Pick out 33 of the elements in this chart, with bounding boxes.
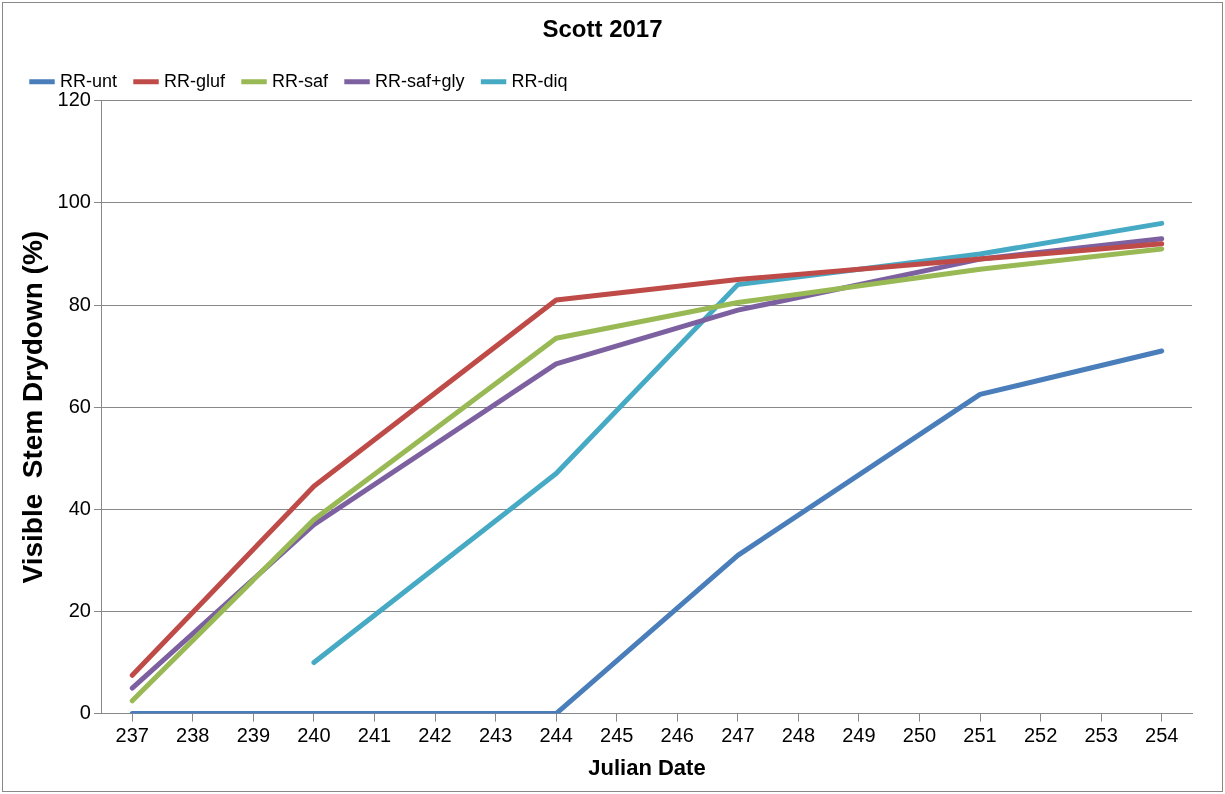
y-tick-label: 0 [79,701,91,724]
x-tick-label: 244 [539,724,573,747]
x-tick-label: 251 [963,724,997,747]
x-tick-label: 239 [236,724,271,747]
legend-label: RR-saf+gly [375,70,465,91]
y-tick-label: 60 [68,394,91,417]
x-tick-label: 247 [721,724,755,747]
x-axis-title: Julian Date [588,754,706,780]
legend-label: RR-gluf [164,70,227,91]
x-tick-label: 245 [600,724,634,747]
x-tick-label: 252 [1023,724,1058,747]
x-tick-label: 238 [176,724,210,747]
x-tick-label: 241 [357,724,392,747]
x-tick-label: 249 [842,724,876,747]
y-tick-label: 20 [68,598,91,621]
y-tick-label: 100 [57,190,91,213]
x-tick-label: 248 [781,724,816,747]
legend-label: RR-diq [511,70,568,91]
x-tick-label: 237 [115,724,149,747]
y-axis-title: Visible Stem Drydown (%) [16,230,48,584]
x-tick-label: 253 [1084,724,1118,747]
y-tick-label: 40 [68,496,91,519]
x-tick-label: 250 [902,724,937,747]
x-tick-label: 246 [660,724,694,747]
x-tick-label: 243 [478,724,513,747]
chart-title: Scott 2017 [542,15,663,43]
x-tick-label: 242 [418,724,452,747]
y-tick-label: 80 [68,292,91,315]
x-tick-label: 254 [1145,724,1179,747]
y-tick-label: 120 [57,88,91,111]
legend-label: RR-unt [60,70,118,91]
x-tick-label: 240 [297,724,331,747]
legend-label: RR-saf [272,70,330,91]
